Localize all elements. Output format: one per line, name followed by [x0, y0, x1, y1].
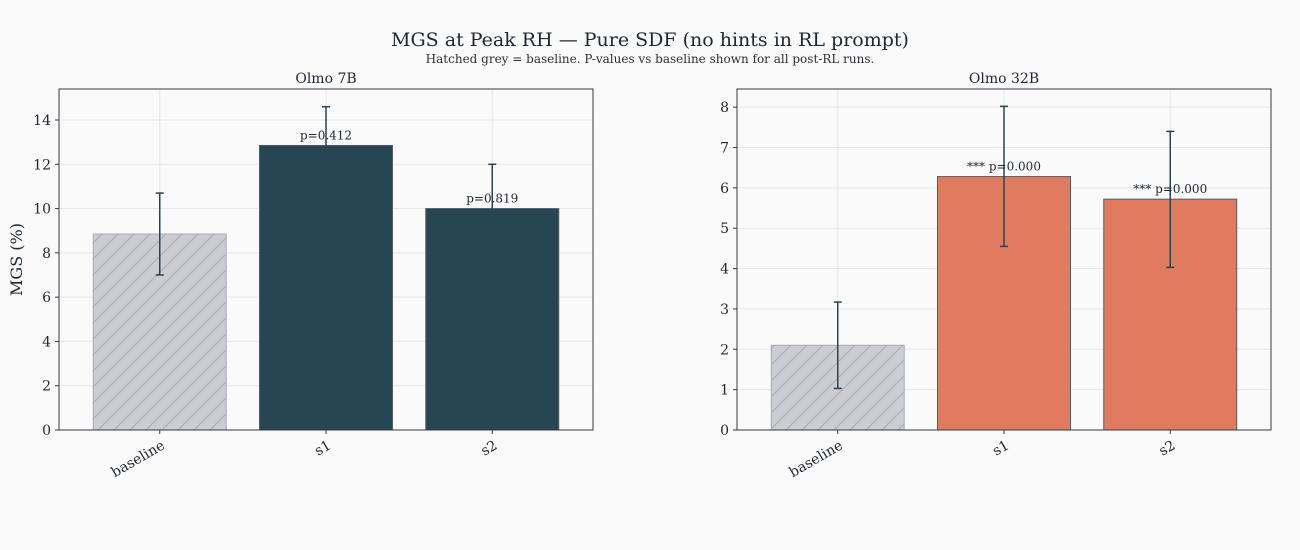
y-tick-label: 4 [720, 262, 729, 278]
panel-1: p=0.412 p=0.819 0 2 4 6 8 10 12 14 baseline s1 s2 Olm… [7, 71, 594, 481]
x-tick-label: baseline [787, 438, 846, 481]
x-tick-label: s2 [478, 438, 500, 460]
y-tick-label: 2 [42, 379, 51, 395]
y-tick-label: 5 [720, 221, 729, 237]
p-value-label: *** p=0.000 [1133, 182, 1207, 196]
panel-title: Olmo 7B [295, 71, 356, 87]
y-tick-label: 8 [42, 246, 51, 262]
p-value-label: p=0.412 [300, 128, 352, 142]
bar-s1 [258, 144, 394, 431]
y-tick-label: 14 [33, 113, 51, 129]
y-tick-label: 2 [720, 342, 729, 358]
y-tick-label: 7 [720, 141, 729, 157]
y-axis-label: MGS (%) [7, 223, 26, 296]
y-tick-label: 6 [720, 181, 729, 197]
y-tick-label: 1 [720, 383, 729, 399]
y-tick-label: 3 [720, 302, 729, 318]
x-tick-label: baseline [109, 438, 168, 481]
x-tick-label: s1 [990, 438, 1012, 460]
p-value-label: p=0.819 [466, 192, 518, 206]
panel-2: *** p=0.000 *** p=0.000 0 1 2 3 4 5 6 7 8 baseline s… [720, 71, 1272, 481]
x-tick-label: s1 [312, 438, 334, 460]
y-tick-label: 0 [720, 423, 729, 439]
figure-title: MGS at Peak RH — Pure SDF (no hints in R… [391, 29, 909, 51]
y-tick-label: 8 [720, 100, 729, 116]
y-tick-label: 4 [42, 334, 51, 350]
y-tick-label: 0 [42, 423, 51, 439]
y-tick-label: 12 [33, 157, 51, 173]
figure-subtitle: Hatched grey = baseline. P-values vs bas… [426, 52, 875, 66]
y-tick-label: 6 [42, 290, 51, 306]
p-value-label: *** p=0.000 [967, 160, 1041, 174]
x-tick-label: s2 [1156, 438, 1178, 460]
y-tick-label: 10 [33, 202, 51, 218]
panel-title: Olmo 32B [969, 71, 1039, 87]
